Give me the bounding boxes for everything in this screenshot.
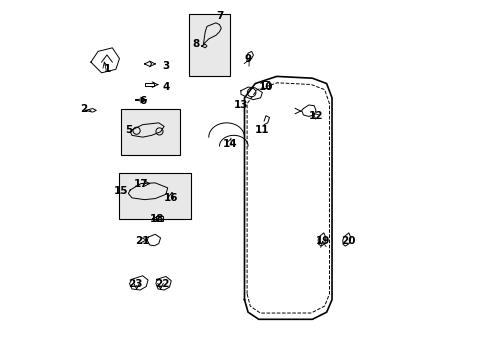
Text: 13: 13: [233, 100, 248, 110]
Text: 4: 4: [162, 82, 169, 92]
Text: 14: 14: [223, 139, 237, 149]
Text: 20: 20: [340, 236, 355, 246]
Text: 5: 5: [124, 125, 132, 135]
Text: 2: 2: [80, 104, 87, 113]
Text: 15: 15: [114, 186, 128, 196]
Text: 9: 9: [244, 54, 251, 64]
Text: 1: 1: [103, 64, 110, 74]
Text: 8: 8: [192, 39, 200, 49]
Bar: [145, 83, 154, 86]
Text: 7: 7: [215, 11, 223, 21]
Text: 16: 16: [163, 193, 178, 203]
Text: 11: 11: [255, 125, 269, 135]
Text: 18: 18: [149, 214, 164, 224]
Bar: [119, 173, 190, 219]
Text: 19: 19: [315, 236, 329, 246]
Text: 6: 6: [139, 96, 146, 107]
Text: 17: 17: [133, 179, 148, 189]
Text: 23: 23: [128, 279, 142, 289]
Text: 12: 12: [308, 111, 323, 121]
Text: 22: 22: [155, 279, 169, 289]
Bar: [189, 14, 230, 76]
Bar: [121, 109, 180, 155]
Text: 10: 10: [258, 82, 273, 92]
Bar: [156, 216, 163, 221]
Text: 21: 21: [135, 236, 150, 246]
Text: 3: 3: [162, 61, 169, 71]
Bar: [263, 81, 268, 88]
